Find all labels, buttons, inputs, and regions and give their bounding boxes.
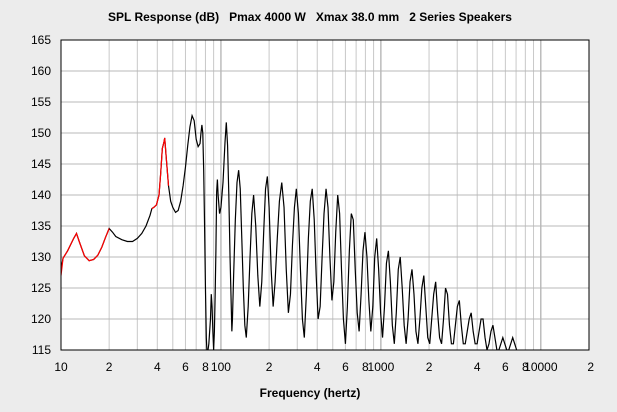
x-tick-label: 6 <box>502 360 509 374</box>
x-tick-label: 4 <box>314 360 321 374</box>
plot-border <box>60 39 590 351</box>
x-axis-label: Frequency (hertz) <box>260 386 361 400</box>
y-tick-label: 140 <box>31 188 51 202</box>
x-tick-label: 8 <box>522 360 529 374</box>
y-tick-label: 155 <box>31 95 51 109</box>
y-tick-label: 130 <box>31 250 51 264</box>
x-tick-label: 6 <box>342 360 349 374</box>
y-tick-label: 150 <box>31 126 51 140</box>
y-axis-ticks: 165 160 155 150 145 140 135 130 125 120 115 <box>31 33 51 357</box>
x-tick-label: 2 <box>106 360 113 374</box>
x-tick-label: 4 <box>474 360 481 374</box>
spl-response-highlight-line <box>151 137 170 210</box>
series-lines <box>61 113 518 350</box>
x-tick-label: 2 <box>587 360 594 374</box>
x-tick-label: 4 <box>154 360 161 374</box>
spl-response-highlight-line <box>61 228 110 276</box>
chart-title: SPL Response (dB) Pmax 4000 W Xmax 38.0 … <box>108 10 512 24</box>
y-tick-label: 160 <box>31 64 51 78</box>
x-tick-label: 8 <box>362 360 369 374</box>
x-tick-label: 10 <box>54 360 68 374</box>
y-tick-label: 145 <box>31 157 51 171</box>
x-tick-label: 8 <box>202 360 209 374</box>
x-tick-label: 6 <box>182 360 189 374</box>
x-tick-label: 10000 <box>524 360 558 374</box>
x-tick-label: 2 <box>426 360 433 374</box>
y-tick-label: 125 <box>31 281 51 295</box>
x-tick-label: 1000 <box>368 360 395 374</box>
y-tick-label: 115 <box>32 343 51 357</box>
y-tick-label: 135 <box>31 219 51 233</box>
x-tick-label: 2 <box>266 360 273 374</box>
spl-response-line <box>61 113 518 350</box>
y-tick-label: 165 <box>31 33 51 47</box>
x-tick-label: 100 <box>211 360 231 374</box>
y-tick-label: 120 <box>31 312 51 326</box>
